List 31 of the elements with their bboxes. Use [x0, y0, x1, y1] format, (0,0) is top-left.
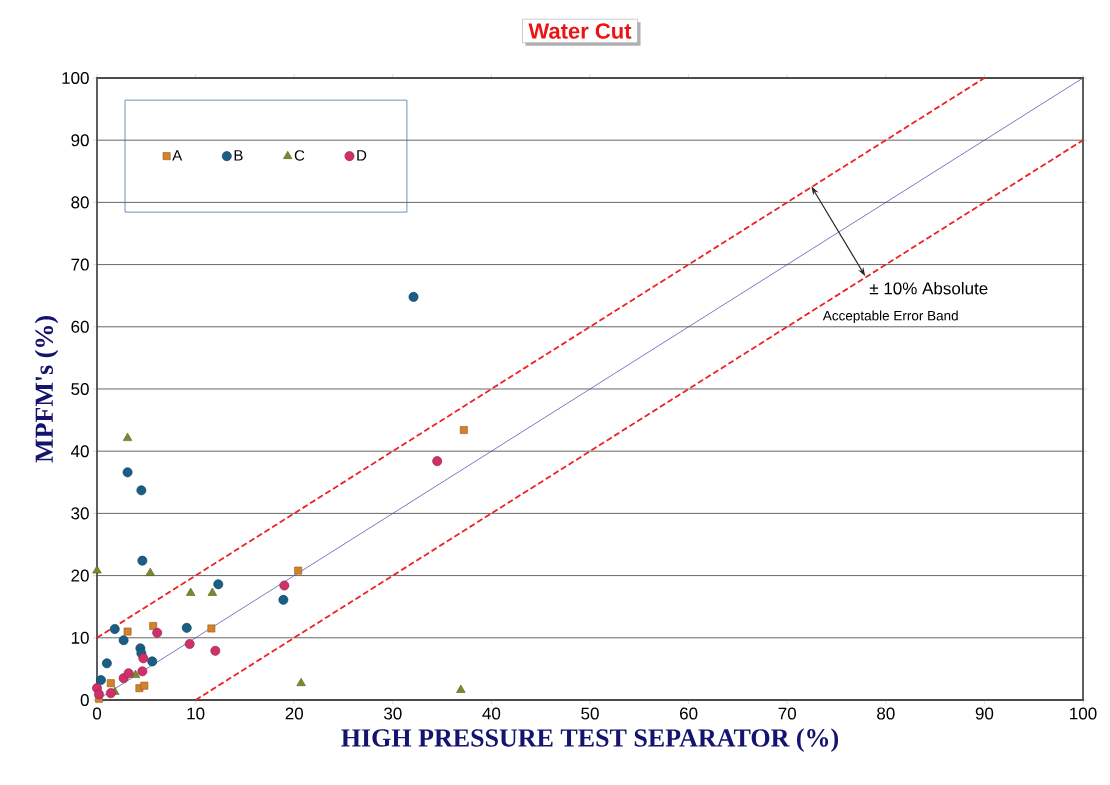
y-tick-label: 80 — [71, 196, 89, 209]
legend-label: D — [357, 150, 367, 161]
x-tick-label: 70 — [778, 707, 797, 720]
y-tick-label: 10 — [71, 631, 89, 644]
x-tick-label: 80 — [877, 707, 895, 720]
y-tick-label: 50 — [71, 382, 89, 396]
x-tick-label: 30 — [384, 707, 402, 720]
x-tick-label: 100 — [1070, 707, 1097, 720]
legend-label: B — [234, 150, 243, 161]
y-tick-label: 0 — [80, 693, 89, 707]
y-axis-title: MPFM's (%) — [34, 316, 59, 463]
legend-label: A — [172, 150, 183, 161]
y-tick-label: 20 — [71, 569, 89, 582]
y-tick-label: 90 — [71, 134, 89, 147]
x-tick-label: 0 — [92, 707, 102, 720]
x-axis-title: HIGH PRESSURE TEST SEPARATOR (%) — [341, 728, 839, 752]
annotation: ± 10% Absolute — [869, 281, 988, 295]
x-tick-label: 90 — [975, 707, 994, 720]
x-tick-label: 50 — [581, 707, 599, 720]
y-tick-label: 60 — [71, 320, 89, 333]
y-tick-label: 40 — [70, 445, 89, 458]
annotation: Acceptable Error Band — [822, 310, 958, 324]
legend-label: C — [294, 150, 305, 161]
x-tick-label: 40 — [482, 707, 501, 720]
y-tick-label: 70 — [71, 258, 89, 271]
y-tick-label: 100 — [62, 71, 89, 85]
y-tick-label: 30 — [71, 507, 89, 520]
x-tick-label: 20 — [285, 707, 303, 720]
chart-title: Water Cut — [528, 23, 632, 39]
x-tick-label: 60 — [680, 707, 698, 720]
x-tick-label: 10 — [187, 707, 205, 720]
